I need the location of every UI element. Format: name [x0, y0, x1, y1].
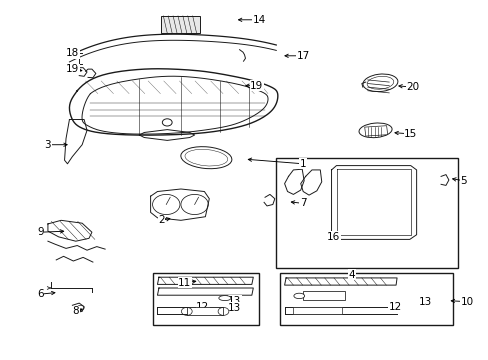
Text: 3: 3 — [44, 140, 51, 150]
Text: 15: 15 — [403, 129, 417, 139]
Text: 2: 2 — [158, 215, 164, 225]
Bar — [161, 16, 199, 33]
Bar — [152, 273, 259, 325]
Text: 9: 9 — [37, 227, 44, 237]
Text: 8: 8 — [72, 306, 79, 316]
Text: 12: 12 — [196, 302, 209, 312]
Text: 4: 4 — [348, 270, 355, 280]
Text: 19: 19 — [65, 64, 79, 74]
Text: 11: 11 — [178, 278, 191, 288]
Bar — [279, 273, 452, 325]
Text: 16: 16 — [326, 232, 340, 242]
Text: 19: 19 — [249, 81, 263, 91]
Text: 14: 14 — [252, 15, 265, 25]
Bar — [303, 291, 344, 300]
Text: 17: 17 — [296, 51, 309, 61]
Ellipse shape — [219, 296, 231, 301]
Ellipse shape — [358, 123, 391, 138]
Text: 12: 12 — [387, 302, 401, 312]
Bar — [186, 307, 223, 315]
Text: 20: 20 — [406, 82, 419, 92]
Text: 10: 10 — [460, 297, 472, 307]
Text: 7: 7 — [299, 198, 306, 208]
Text: 13: 13 — [227, 296, 241, 306]
Text: 1: 1 — [299, 159, 306, 169]
Text: 18: 18 — [65, 48, 79, 58]
Bar — [364, 126, 387, 136]
Ellipse shape — [366, 76, 393, 89]
Ellipse shape — [362, 74, 397, 91]
Text: 13: 13 — [418, 297, 431, 307]
Text: 5: 5 — [459, 176, 466, 186]
Ellipse shape — [181, 147, 231, 169]
Bar — [276, 158, 457, 268]
Bar — [293, 307, 342, 314]
Text: 6: 6 — [37, 289, 44, 299]
Text: 13: 13 — [227, 303, 241, 313]
Ellipse shape — [293, 293, 304, 299]
Ellipse shape — [184, 149, 227, 166]
